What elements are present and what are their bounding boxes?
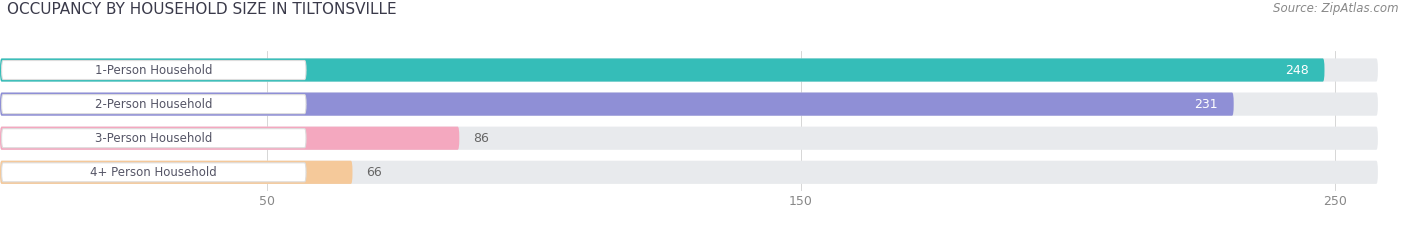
Text: 86: 86 <box>472 132 488 145</box>
FancyBboxPatch shape <box>1 163 307 182</box>
FancyBboxPatch shape <box>0 161 1378 184</box>
Text: 248: 248 <box>1285 64 1309 76</box>
FancyBboxPatch shape <box>0 58 1324 82</box>
FancyBboxPatch shape <box>0 127 460 150</box>
FancyBboxPatch shape <box>0 127 1378 150</box>
FancyBboxPatch shape <box>1 95 307 114</box>
Text: Source: ZipAtlas.com: Source: ZipAtlas.com <box>1274 2 1399 15</box>
Text: 231: 231 <box>1194 98 1218 111</box>
FancyBboxPatch shape <box>0 93 1233 116</box>
FancyBboxPatch shape <box>0 58 1378 82</box>
Text: 66: 66 <box>366 166 381 179</box>
Text: 1-Person Household: 1-Person Household <box>96 64 212 76</box>
Text: OCCUPANCY BY HOUSEHOLD SIZE IN TILTONSVILLE: OCCUPANCY BY HOUSEHOLD SIZE IN TILTONSVI… <box>7 2 396 17</box>
FancyBboxPatch shape <box>1 129 307 148</box>
FancyBboxPatch shape <box>0 161 353 184</box>
Text: 3-Person Household: 3-Person Household <box>96 132 212 145</box>
Text: 4+ Person Household: 4+ Person Household <box>90 166 217 179</box>
FancyBboxPatch shape <box>0 93 1378 116</box>
Text: 2-Person Household: 2-Person Household <box>96 98 212 111</box>
FancyBboxPatch shape <box>1 61 307 79</box>
